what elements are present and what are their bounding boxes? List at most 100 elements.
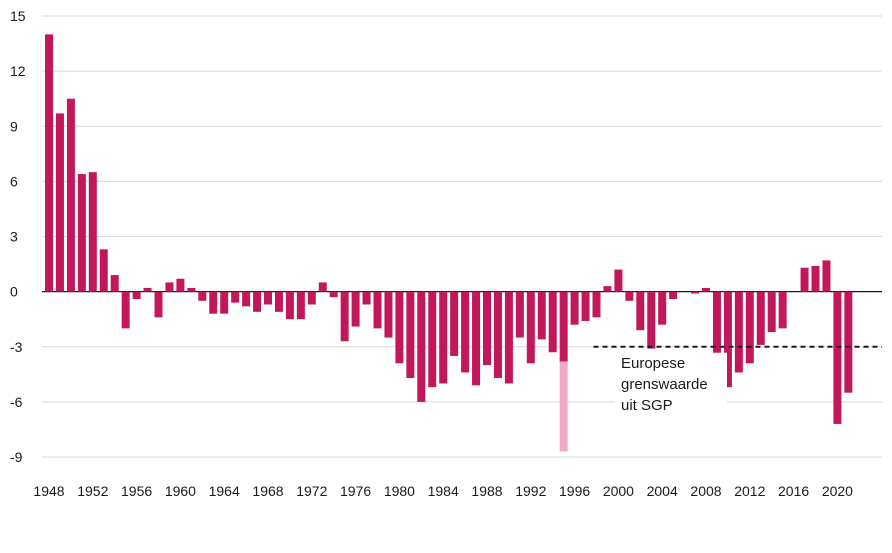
bar xyxy=(712,291,721,386)
bar xyxy=(274,291,283,312)
y-tick-label: -3 xyxy=(10,339,23,355)
bar xyxy=(822,260,831,292)
bar xyxy=(723,291,732,388)
x-tick-label: 1964 xyxy=(209,483,240,499)
bar xyxy=(537,291,546,340)
bar xyxy=(154,291,163,318)
x-axis: 1948 1952 1956 1960 1964 1968 1972 1976 1980 1984… xyxy=(33,483,853,499)
bar xyxy=(548,291,557,353)
bar xyxy=(504,291,513,384)
bar xyxy=(373,291,382,329)
reference-line-label: uit SGP xyxy=(621,397,673,414)
bar xyxy=(351,291,360,327)
bar xyxy=(559,291,568,362)
bar xyxy=(734,291,743,373)
bar xyxy=(603,286,612,292)
bar xyxy=(702,287,710,292)
bar xyxy=(691,291,700,294)
bar xyxy=(417,291,426,402)
bar xyxy=(800,267,809,292)
x-tick-label: 1972 xyxy=(296,483,327,499)
bar xyxy=(55,113,64,292)
bars xyxy=(45,34,853,452)
bar xyxy=(515,291,524,338)
bar xyxy=(77,174,86,292)
bar xyxy=(450,291,459,356)
bar xyxy=(439,291,448,384)
bar xyxy=(395,291,404,364)
y-tick-label: -6 xyxy=(10,394,23,410)
x-tick-label: 1976 xyxy=(340,483,371,499)
bar xyxy=(636,291,645,331)
y-tick-label: 6 xyxy=(10,173,18,189)
bar xyxy=(592,291,601,318)
x-tick-label: 2000 xyxy=(603,483,634,499)
x-tick-label: 2004 xyxy=(647,483,678,499)
y-tick-label: 12 xyxy=(10,63,26,79)
bar xyxy=(493,291,502,378)
bar xyxy=(66,98,75,292)
bar xyxy=(581,291,590,322)
x-tick-label: 2016 xyxy=(778,483,809,499)
x-tick-label: 1988 xyxy=(471,483,502,499)
x-tick-label: 1968 xyxy=(252,483,283,499)
x-tick-label: 1996 xyxy=(559,483,590,499)
bar xyxy=(264,291,272,305)
x-tick-label: 1948 xyxy=(33,483,64,499)
bar xyxy=(99,249,108,292)
bar xyxy=(143,287,152,292)
bar xyxy=(110,275,119,292)
bar xyxy=(198,291,207,301)
bar xyxy=(220,291,229,314)
bar xyxy=(472,291,481,386)
x-tick-label: 1952 xyxy=(77,483,108,499)
bar xyxy=(778,291,787,329)
reference-line-label: Europese xyxy=(621,355,685,372)
gridlines xyxy=(42,15,882,458)
bar xyxy=(329,291,338,298)
bar xyxy=(165,282,174,292)
y-axis: 15 12 9 6 3 0 -3 -6 -9 xyxy=(10,8,26,465)
bar xyxy=(461,291,470,373)
bar xyxy=(176,278,185,292)
reference-line-group: Europese grenswaarde uit SGP xyxy=(593,345,882,418)
bar xyxy=(625,291,634,301)
bar xyxy=(526,291,535,364)
bar xyxy=(88,172,97,292)
bar xyxy=(767,291,776,333)
y-tick-label: 3 xyxy=(10,229,18,245)
bar xyxy=(833,291,842,424)
bar xyxy=(647,291,656,349)
bar xyxy=(253,291,262,312)
bar xyxy=(209,291,218,314)
bar xyxy=(132,291,141,299)
bar xyxy=(658,291,667,325)
bar xyxy=(669,291,678,299)
bar xyxy=(231,291,240,303)
bar xyxy=(745,291,754,364)
x-tick-label: 1960 xyxy=(165,483,196,499)
bar xyxy=(428,291,437,388)
bar xyxy=(406,291,415,378)
x-tick-label: 1956 xyxy=(121,483,152,499)
reference-line-label: grenswaarde xyxy=(621,376,708,393)
bar xyxy=(844,291,853,393)
annotation-background xyxy=(615,352,727,418)
bar xyxy=(756,291,765,345)
x-tick-label: 2008 xyxy=(690,483,721,499)
bar xyxy=(242,291,251,307)
x-tick-label: 1992 xyxy=(515,483,546,499)
bar xyxy=(483,291,491,366)
bar xyxy=(340,291,349,342)
bar xyxy=(811,265,820,292)
bar xyxy=(362,291,371,305)
bar xyxy=(285,291,294,320)
x-tick-label: 1980 xyxy=(384,483,415,499)
bar xyxy=(187,287,196,292)
bar xyxy=(307,291,316,305)
y-tick-label: 15 xyxy=(10,8,26,24)
bar xyxy=(570,291,579,325)
bar xyxy=(614,269,623,292)
bar xyxy=(121,291,130,329)
